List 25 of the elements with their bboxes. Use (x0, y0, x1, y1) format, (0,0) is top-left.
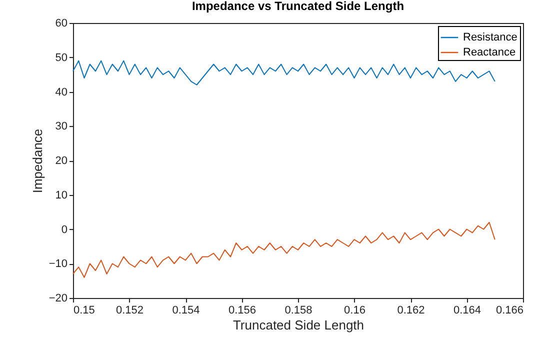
y-tick-label: 50 (55, 52, 68, 64)
y-tick-label: −10 (48, 258, 68, 270)
x-tick-label: 0.164 (453, 304, 482, 316)
x-tick-label: 0.152 (116, 304, 144, 316)
x-tick-label: 0.16 (344, 304, 366, 316)
line-series (72, 222, 496, 278)
x-tick-label: 0.154 (172, 304, 200, 316)
y-tick-label: −20 (48, 292, 68, 304)
y-tick-label: 20 (55, 155, 68, 167)
y-tick-label: 30 (55, 120, 68, 133)
y-tick-label: 0 (61, 224, 68, 236)
chart-title: Impedance vs Truncated Side Length (192, 0, 404, 13)
legend-label: Resistance (463, 32, 518, 44)
y-tick-label: 10 (55, 189, 68, 202)
line-series (72, 60, 496, 86)
x-tick-label: 0.15 (74, 304, 95, 316)
x-tick-label: 0.162 (397, 304, 425, 316)
x-tick-label: 0.156 (228, 304, 256, 316)
y-tick-label: 60 (55, 18, 68, 30)
y-axis-title: Impedance (30, 128, 45, 194)
y-tick-label: 40 (55, 86, 68, 98)
x-tick-label: 0.158 (284, 304, 312, 316)
x-tick-label: 0.166 (496, 304, 524, 316)
legend-label: Reactance (463, 46, 516, 58)
x-axis-title: Truncated Side Length (232, 318, 364, 332)
